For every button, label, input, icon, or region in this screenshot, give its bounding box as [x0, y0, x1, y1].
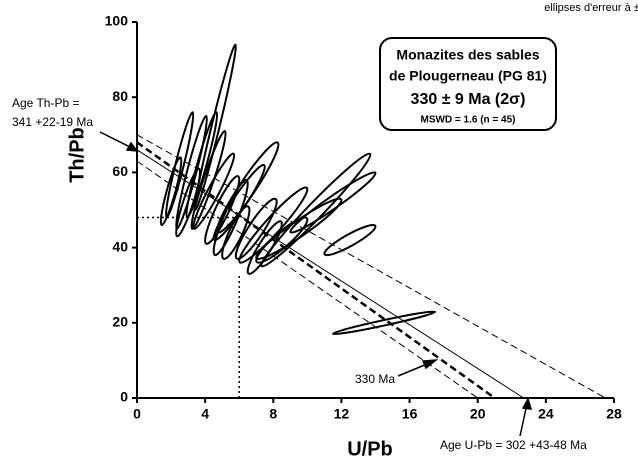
y-axis-label: Th/Pb [66, 127, 88, 183]
box-line: Monazites des sables [396, 47, 539, 63]
y-tick-label: 60 [112, 163, 128, 179]
fit-line [136, 149, 524, 399]
y-tick-label: 80 [112, 88, 128, 104]
error-ellipse [175, 167, 202, 238]
arrow-head [521, 397, 533, 410]
arrow [519, 403, 528, 437]
annotation: 330 Ma [355, 372, 395, 386]
error-ellipse [221, 205, 251, 260]
box-age: 330 ± 9 Ma (2σ) [411, 91, 526, 108]
error-ellipse [192, 152, 236, 230]
error-ellipse [289, 171, 377, 234]
error-ellipse [331, 310, 437, 336]
y-tick-label: 100 [105, 13, 129, 29]
error-ellipse [246, 220, 283, 275]
note: ellipses d'erreur à ± 2σ [544, 2, 638, 14]
box-mswd: MSWD = 1.6 (n = 45) [420, 115, 515, 126]
error-ellipse [323, 224, 377, 257]
error-ellipse [260, 152, 372, 268]
info-box [379, 37, 557, 131]
x-tick-label: 0 [133, 406, 141, 422]
y-tick-label: 0 [120, 389, 128, 405]
annotation: Age U-Pb = 302 +43-48 Ma [440, 438, 587, 452]
x-tick-label: 4 [201, 406, 209, 422]
error-ellipse [216, 141, 280, 234]
x-tick-label: 28 [606, 406, 622, 422]
error-ellipse [234, 197, 278, 260]
x-tick-label: 16 [402, 406, 418, 422]
error-ellipse [238, 186, 309, 264]
arrow-head [125, 141, 139, 152]
annotation: Age Th-Pb = [12, 96, 80, 110]
x-axis-label: U/Pb [347, 438, 393, 460]
x-tick-label: 24 [538, 406, 554, 422]
error-ellipse [204, 175, 241, 245]
fit-line [136, 141, 496, 400]
annotation: 341 +22-19 Ma [12, 115, 93, 129]
box-line: de Plougerneau (PG 81) [389, 68, 547, 84]
y-tick-label: 40 [112, 238, 128, 254]
error-ellipse [159, 156, 183, 227]
y-tick-label: 20 [112, 314, 128, 330]
arrows [99, 131, 533, 437]
x-tick-label: 20 [470, 406, 486, 422]
x-tick-label: 8 [269, 406, 277, 422]
x-tick-label: 12 [334, 406, 350, 422]
